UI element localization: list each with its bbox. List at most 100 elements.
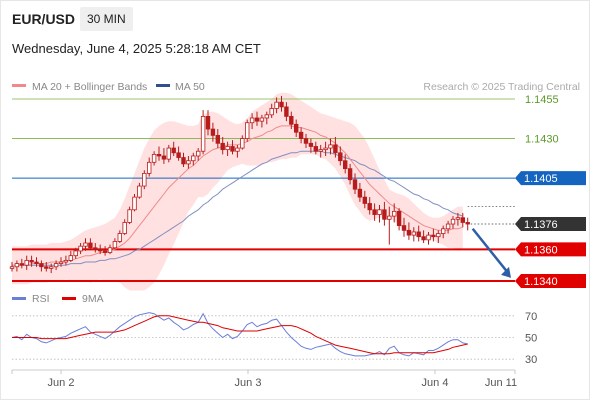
- candle-body: [235, 147, 240, 152]
- forecast-arrow-head: [501, 266, 511, 278]
- candle-body: [44, 266, 49, 269]
- x-tick-label: Jun 4: [422, 377, 449, 389]
- candle-body: [225, 146, 230, 151]
- level-1-1405-label: 1.1405: [524, 173, 558, 185]
- candle-body: [284, 106, 289, 117]
- bollinger-band: [12, 92, 463, 291]
- candle-body: [220, 142, 225, 151]
- candle-body: [240, 138, 245, 149]
- candle-body: [406, 229, 412, 236]
- candle-body: [210, 128, 216, 136]
- candle-body: [455, 217, 461, 220]
- forecast-arrow-line: [471, 227, 509, 274]
- candle-body: [342, 160, 348, 170]
- candle-body: [176, 152, 181, 158]
- x-tick-label: Jun 3: [235, 377, 262, 389]
- candle-body: [431, 234, 436, 238]
- level-1-1376-badge: [515, 217, 586, 232]
- candle-body: [450, 218, 456, 225]
- candle-body: [83, 242, 88, 247]
- ma20-legend-label: MA 20 + Bollinger Bands: [32, 81, 147, 93]
- candle-body: [39, 263, 44, 268]
- candle-body: [387, 215, 392, 220]
- candle-body: [396, 210, 402, 227]
- candle-body: [215, 134, 220, 144]
- candle-body: [352, 179, 358, 190]
- candle-body: [49, 266, 54, 269]
- candle-body: [24, 260, 29, 266]
- candle-body: [58, 261, 64, 264]
- candle-body: [29, 260, 34, 263]
- candle-body: [53, 263, 59, 268]
- candle-body: [411, 231, 416, 236]
- candle-body: [34, 261, 39, 264]
- candle-body: [264, 114, 269, 119]
- rsi-legend-label: RSI: [32, 293, 50, 305]
- candle-body: [146, 161, 152, 174]
- candle-body: [391, 210, 397, 217]
- candle-body: [166, 147, 171, 160]
- candle-body: [127, 209, 132, 223]
- candle-body: [9, 266, 15, 269]
- level-1-1340-badge: [515, 274, 586, 289]
- candle-body: [308, 142, 314, 147]
- timeframe-badge[interactable]: 30 MIN: [80, 7, 133, 31]
- candle-body: [259, 117, 265, 122]
- candle-body: [249, 117, 255, 124]
- level-1-1340-label: 1.1340: [524, 276, 558, 288]
- candle-body: [151, 153, 157, 163]
- candle-body: [269, 108, 274, 116]
- candle-body: [73, 250, 78, 257]
- candle-body: [460, 217, 465, 223]
- datetime-label: Wednesday, June 4, 2025 5:28:18 AM CET: [12, 41, 261, 56]
- candle-body: [122, 222, 127, 234]
- candle-body: [333, 144, 338, 154]
- candle-body: [200, 116, 206, 152]
- ma50-legend-label: MA 50: [175, 81, 205, 93]
- candle-body: [401, 225, 407, 231]
- candle-body: [293, 123, 299, 133]
- candle-body: [195, 150, 201, 157]
- candle-body: [142, 172, 147, 187]
- candle-body: [445, 223, 451, 230]
- candle-body: [303, 138, 309, 144]
- credit-label: Research © 2025 Trading Central: [423, 81, 580, 93]
- candle-body: [230, 146, 235, 152]
- ma20-legend-swatch: [12, 84, 26, 87]
- ma9-legend-swatch: [62, 297, 76, 300]
- candle-body: [289, 116, 294, 125]
- level-1-1405-badge: [515, 171, 586, 186]
- candle-body: [465, 222, 470, 225]
- candle-body: [298, 131, 304, 139]
- candle-body: [181, 157, 186, 165]
- candle-body: [161, 155, 167, 160]
- level-1-1376-label: 1.1376: [524, 219, 558, 231]
- level-1-1360-badge: [515, 242, 586, 257]
- candle-body: [244, 122, 250, 139]
- rsi-tick-50: 50: [525, 333, 537, 345]
- candle-body: [171, 147, 176, 154]
- candle-body: [426, 234, 431, 241]
- candle-body: [117, 233, 122, 242]
- rsi-ma9-line: [12, 315, 468, 355]
- candle-body: [63, 260, 69, 263]
- candle-body: [318, 149, 323, 152]
- candle-body: [19, 263, 24, 266]
- level-1-1360-label: 1.1360: [524, 244, 558, 256]
- candle-body: [377, 209, 382, 215]
- x-tick-label: Jun 11: [485, 377, 517, 389]
- candle-body: [372, 209, 377, 215]
- candle-body: [279, 101, 284, 108]
- candle-body: [347, 168, 353, 181]
- candle-body: [357, 188, 363, 198]
- candle-body: [367, 203, 372, 211]
- candle-body: [382, 209, 387, 220]
- candle-body: [313, 146, 318, 152]
- candle-body: [205, 116, 211, 130]
- ma50-line: [12, 150, 463, 266]
- level-1-1455-label: 1.1455: [525, 94, 559, 106]
- candle-body: [191, 155, 196, 162]
- candle-body: [137, 185, 142, 198]
- ma9-legend-label: 9MA: [82, 293, 104, 305]
